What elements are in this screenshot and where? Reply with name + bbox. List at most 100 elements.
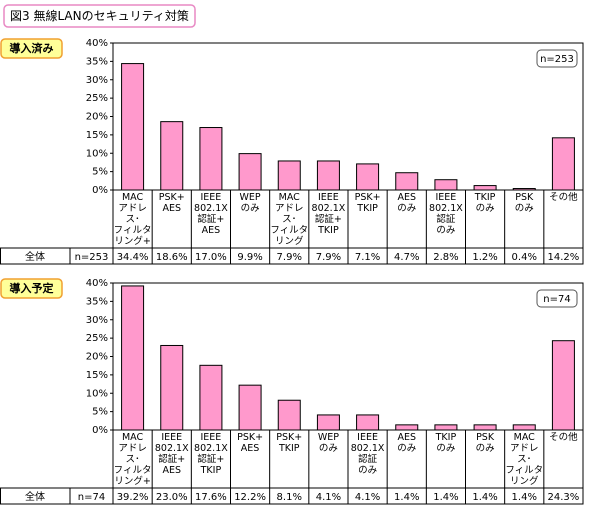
x-tick-label: その他 <box>549 192 578 203</box>
value-label: 39.2% <box>117 492 149 503</box>
value-label: 0.4% <box>512 252 537 263</box>
plot-frame <box>112 282 584 431</box>
x-tick-label: IEEE 802.1X 認証+ TKIP <box>194 432 228 476</box>
value-label: 9.9% <box>237 252 262 263</box>
bar <box>473 185 497 191</box>
x-label-box: TKIP のみ <box>475 192 496 214</box>
value-label: 12.2% <box>234 492 266 503</box>
x-label-box: PSK のみ <box>475 432 495 454</box>
y-tick-label: 20% <box>86 352 108 363</box>
x-label-box: MAC アドレス･ フィルタ リング のみ <box>505 432 544 488</box>
value-label: 4.1% <box>355 492 380 503</box>
y-tick-label: 35% <box>86 56 108 67</box>
bar <box>512 424 536 431</box>
y-tick-label: 20% <box>86 112 108 123</box>
y-tick-label: 5% <box>92 167 108 178</box>
page-title: 図3 無線LANのセキュリティ対策 <box>10 8 189 23</box>
x-label-box: その他 <box>549 432 578 443</box>
x-tick-label: IEEE 802.1X 認証+ TKIP <box>311 192 346 236</box>
plot-frame <box>112 42 584 191</box>
x-tick-label: WEP のみ <box>239 192 261 214</box>
bar <box>277 160 301 191</box>
x-tick-label: PSK+ TKIP <box>276 432 303 454</box>
y-tick-label: 5% <box>92 407 108 418</box>
value-label: 1.4% <box>512 492 537 503</box>
y-tick-label: 30% <box>86 315 108 326</box>
panel-badge <box>0 278 63 299</box>
x-label-box: AES のみ <box>397 432 416 454</box>
bar <box>277 399 301 431</box>
y-tick-label: 0% <box>92 425 108 436</box>
x-label-box: MAC アドレス･ フィルタ リング+ WEP <box>114 432 152 488</box>
x-tick-label: IEEE 802.1X 認証+ AES <box>154 432 189 476</box>
value-label: 1.2% <box>472 252 497 263</box>
bar <box>434 424 458 431</box>
bar <box>316 160 340 191</box>
n-label: n=74 <box>543 294 570 305</box>
x-tick-label: MAC アドレス･ フィルタ リング+ WEP <box>113 192 152 248</box>
bar <box>121 285 145 431</box>
y-tick-label: 0% <box>92 185 108 196</box>
x-tick-label: MAC アドレス･ フィルタ リング のみ <box>505 432 544 488</box>
x-tick-label: PSK+ AES <box>158 192 185 214</box>
y-tick-label: 25% <box>86 333 108 344</box>
x-tick-label: その他 <box>549 432 578 443</box>
bar <box>395 424 419 431</box>
bar <box>238 153 262 191</box>
bar <box>356 414 380 431</box>
bar <box>121 63 145 191</box>
x-tick-label: PSK のみ <box>514 192 534 214</box>
value-label: 18.6% <box>156 252 188 263</box>
bar <box>160 344 184 431</box>
bar <box>551 137 575 191</box>
row-label: 全体 <box>25 490 45 503</box>
y-tick-label: 25% <box>86 93 108 104</box>
value-label: 2.8% <box>433 252 458 263</box>
title-box <box>3 4 196 28</box>
x-label-box: AES のみ <box>397 192 417 214</box>
value-label: 4.7% <box>394 252 419 263</box>
value-label: 7.9% <box>316 252 341 263</box>
x-tick-label: TKIP のみ <box>435 432 457 454</box>
x-label-box: WEP のみ <box>239 192 261 214</box>
x-label-box: PSK+ TKIP <box>276 432 303 454</box>
y-tick-label: 35% <box>86 296 108 307</box>
y-tick-label: 10% <box>86 148 108 159</box>
value-label: 1.4% <box>472 492 497 503</box>
row-n: n=253 <box>75 252 109 263</box>
value-label: 1.4% <box>433 492 458 503</box>
value-label: 17.6% <box>195 492 227 503</box>
x-tick-label: PSK のみ <box>475 432 495 454</box>
x-label-box: PSK+ AES <box>158 192 185 214</box>
bar <box>199 127 223 191</box>
n-box <box>536 49 578 68</box>
x-label-box: IEEE 802.1X 認証 のみ <box>429 192 463 236</box>
bar <box>199 364 223 431</box>
row-label: 全体 <box>25 250 45 263</box>
value-label: 17.0% <box>195 252 227 263</box>
x-label-box: MAC アドレス･ フィルタ リング+ WEP <box>113 192 152 248</box>
bar <box>160 121 184 191</box>
bar <box>473 424 497 431</box>
x-tick-label: IEEE 802.1X 認証 のみ <box>350 432 385 476</box>
y-tick-label: 10% <box>86 388 108 399</box>
bar <box>512 188 536 191</box>
panel-label: 導入予定 <box>10 281 54 295</box>
x-tick-label: PSK+ TKIP <box>354 192 381 214</box>
x-label-box: IEEE 802.1X 認証+ AES <box>194 192 228 236</box>
x-tick-label: IEEE 802.1X 認証 のみ <box>429 192 463 236</box>
value-label: 4.1% <box>316 492 341 503</box>
panel-label: 導入済み <box>10 41 54 55</box>
n-label: n=253 <box>540 54 574 65</box>
x-label-box: PSK のみ <box>514 192 534 214</box>
bar <box>316 414 340 431</box>
x-label-box: その他 <box>549 192 578 203</box>
y-tick-label: 40% <box>86 38 108 49</box>
x-tick-label: WEP のみ <box>317 432 339 454</box>
x-tick-label: MAC アドレス･ フィルタ リング のみ <box>270 192 309 248</box>
n-box <box>536 289 578 308</box>
bar <box>395 172 419 191</box>
x-tick-label: AES のみ <box>397 192 417 214</box>
y-tick-label: 40% <box>86 278 108 289</box>
